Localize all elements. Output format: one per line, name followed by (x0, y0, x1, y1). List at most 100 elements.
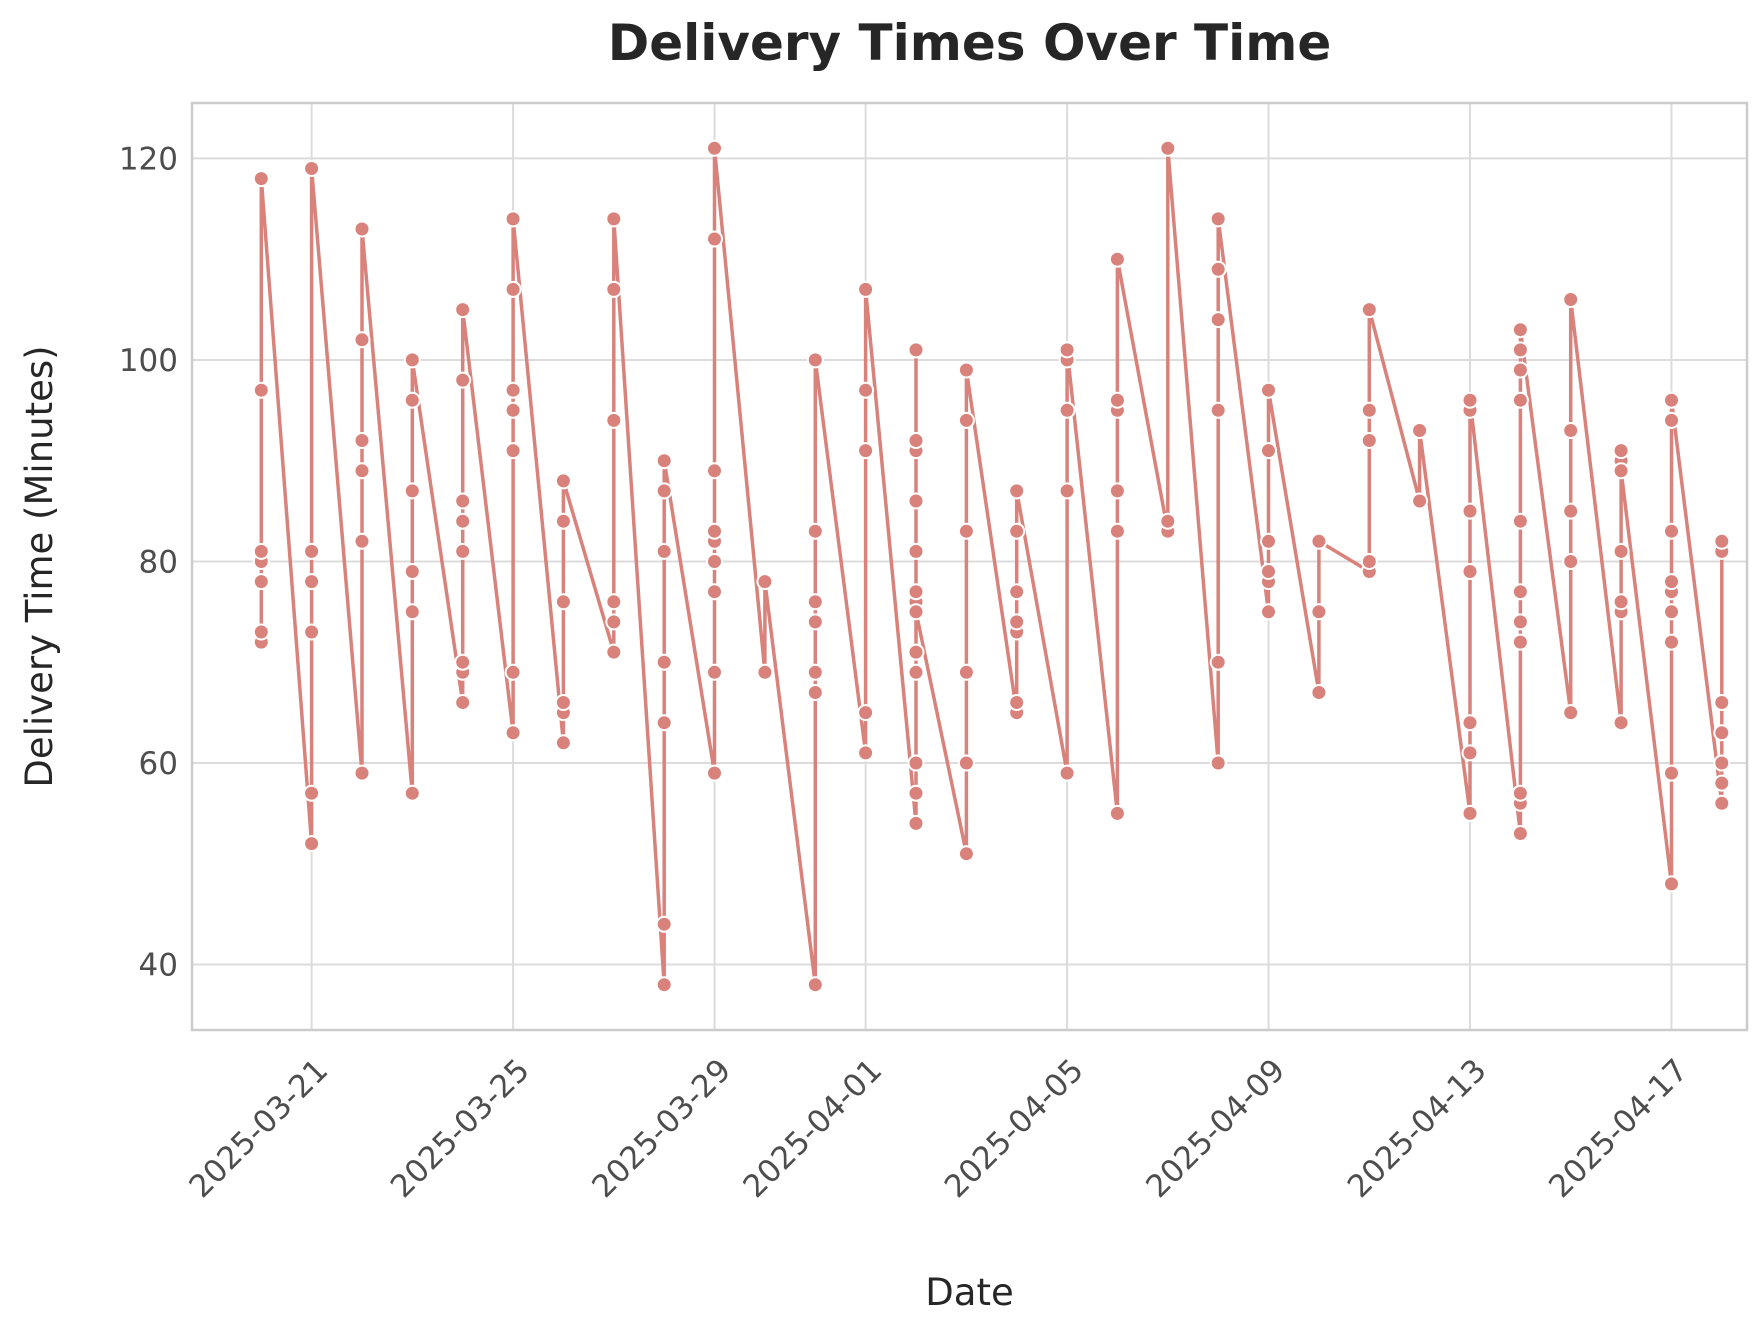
data-point (252, 542, 270, 560)
data-point (1612, 542, 1630, 560)
data-point (605, 210, 623, 228)
x-tick-label: 2025-04-05 (938, 1052, 1091, 1205)
data-point (806, 522, 824, 540)
data-point (1310, 532, 1328, 550)
data-point (806, 351, 824, 369)
data-point (403, 603, 421, 621)
data-point (403, 784, 421, 802)
data-point (554, 734, 572, 752)
data-point (303, 573, 321, 591)
y-axis-ticks: 40 60 80 100 120 (119, 141, 178, 983)
chart-title: Delivery Times Over Time (608, 14, 1332, 72)
data-point (1663, 633, 1680, 651)
data-point (706, 583, 723, 601)
data-point (1562, 291, 1580, 308)
data-point (303, 623, 321, 641)
data-point (504, 210, 522, 228)
data-point (303, 835, 321, 853)
data-point (806, 976, 824, 994)
x-axis-ticks: 2025-03-21 2025-03-25 2025-03-292025-04-01… (182, 1052, 1695, 1205)
data-point (1713, 754, 1731, 772)
data-point (907, 814, 925, 832)
data-point (907, 341, 925, 359)
data-point (1461, 391, 1479, 409)
data-point (1511, 633, 1529, 651)
data-point (1713, 724, 1731, 742)
data-point (907, 583, 925, 601)
data-point (1008, 583, 1026, 601)
data-point (655, 653, 673, 671)
data-point (907, 603, 925, 621)
data-point (1360, 401, 1378, 419)
data-point (454, 301, 472, 319)
data-point (1058, 764, 1076, 782)
data-point (605, 280, 623, 298)
data-point (1360, 553, 1378, 570)
data-point (907, 754, 925, 772)
y-tick-label: 60 (139, 746, 178, 782)
data-point (1108, 522, 1126, 540)
data-point (1663, 603, 1680, 621)
x-tick-label: 2025-03-21 (182, 1052, 335, 1205)
data-point (957, 754, 975, 772)
data-point (957, 522, 975, 540)
data-point (454, 653, 472, 671)
data-point (1209, 754, 1227, 772)
x-tick-label: 2025-04-13 (1341, 1052, 1494, 1205)
data-point (706, 764, 723, 782)
data-point (1209, 311, 1227, 329)
y-axis-label: Delivery Time (Minutes) (18, 345, 61, 787)
data-point (1663, 875, 1680, 893)
data-point (454, 371, 472, 389)
y-tick-label: 40 (139, 948, 178, 984)
grid-lines (192, 103, 1747, 1030)
data-point (1511, 341, 1529, 359)
x-tick-label: 2025-04-09 (1139, 1052, 1292, 1205)
data-point (806, 663, 824, 681)
data-point (756, 573, 774, 591)
data-point (1360, 301, 1378, 319)
data-point (907, 784, 925, 802)
data-point (1511, 613, 1529, 631)
x-tick-label: 2025-04-01 (736, 1052, 889, 1205)
data-point (353, 220, 371, 238)
data-point (857, 744, 875, 762)
data-point (1209, 210, 1227, 228)
data-point (303, 160, 321, 177)
data-point (1108, 804, 1126, 822)
data-point (1562, 553, 1580, 570)
data-point (1260, 442, 1277, 460)
plot-area-frame (190, 101, 1749, 1032)
data-point (1008, 522, 1026, 540)
data-point (353, 532, 371, 550)
data-point (1663, 411, 1680, 429)
data-point (403, 391, 421, 409)
x-tick-label: 2025-03-25 (384, 1052, 537, 1205)
data-point (1612, 593, 1630, 611)
data-point (454, 512, 472, 530)
data-point (806, 684, 824, 701)
data-point (1461, 563, 1479, 580)
data-point (1612, 442, 1630, 460)
y-tick-label: 120 (119, 141, 178, 177)
data-point (907, 663, 925, 681)
data-point (605, 593, 623, 611)
data-point (1008, 613, 1026, 631)
data-point (1713, 794, 1731, 812)
data-point (1058, 482, 1076, 500)
data-point (504, 280, 522, 298)
data-point (1461, 502, 1479, 520)
data-point (907, 432, 925, 449)
data-point (1511, 825, 1529, 842)
data-point (1008, 694, 1026, 711)
x-axis-label: Date (925, 1271, 1013, 1314)
data-point (706, 522, 723, 540)
data-point (1562, 704, 1580, 722)
data-point (1209, 401, 1227, 419)
data-point (1511, 361, 1529, 379)
data-point (706, 462, 723, 480)
data-point (1260, 603, 1277, 621)
data-point (655, 714, 673, 732)
data-point (1562, 502, 1580, 520)
